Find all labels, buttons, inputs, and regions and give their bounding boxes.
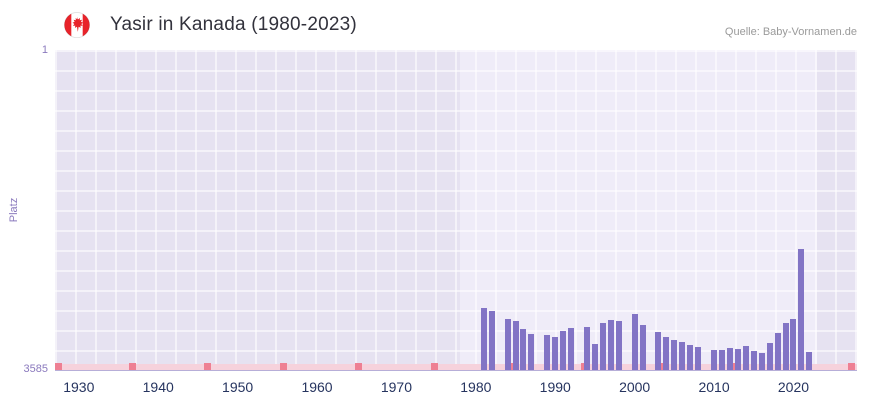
- no-data-marker: [128, 363, 136, 370]
- x-axis-label: 1970: [380, 379, 413, 395]
- bar-2001[interactable]: [639, 324, 646, 370]
- bar-1996[interactable]: [599, 323, 606, 370]
- bar-2021[interactable]: [798, 249, 805, 370]
- bar-1992[interactable]: [568, 328, 575, 370]
- bar-2005[interactable]: [671, 340, 678, 370]
- bar-2003[interactable]: [655, 332, 662, 370]
- bar-2013[interactable]: [734, 349, 741, 370]
- bar-2000[interactable]: [631, 314, 638, 370]
- bar-2022[interactable]: [806, 351, 813, 370]
- bar-2019[interactable]: [782, 323, 789, 370]
- bar-1982[interactable]: [488, 310, 495, 370]
- page-title: Yasir in Kanada (1980-2023): [110, 14, 357, 35]
- bar-2018[interactable]: [774, 332, 781, 370]
- bar-2006[interactable]: [679, 341, 686, 370]
- bar-2004[interactable]: [663, 336, 670, 370]
- y-axis-title: Platz: [8, 197, 20, 223]
- bar-2007[interactable]: [687, 344, 694, 370]
- x-axis-label: 2010: [698, 379, 730, 395]
- bar-2017[interactable]: [766, 342, 773, 370]
- y-axis-label-top: 1: [41, 44, 48, 56]
- bar-1994[interactable]: [584, 326, 591, 370]
- header: Yasir in Kanada (1980-2023): [64, 12, 357, 38]
- no-data-marker: [279, 363, 287, 370]
- no-data-marker: [848, 363, 856, 370]
- no-data-marker: [355, 363, 363, 370]
- bar-1998[interactable]: [615, 321, 622, 370]
- plot-area: [55, 50, 857, 370]
- bar-2014[interactable]: [742, 346, 749, 370]
- y-axis-label-bottom: 3585: [23, 363, 48, 375]
- bar-2008[interactable]: [695, 347, 702, 370]
- bar-1985[interactable]: [512, 321, 519, 370]
- bar-1990[interactable]: [552, 336, 559, 370]
- no-data-marker: [55, 363, 63, 370]
- x-axis-label: 1940: [142, 379, 174, 395]
- bar-1989[interactable]: [544, 334, 551, 370]
- x-axis-labels: 1930 1940 1950 1960 1970 1980 1990 2000 2010 2020: [55, 379, 857, 399]
- x-axis-label: 1950: [222, 379, 254, 395]
- bar-1981[interactable]: [480, 307, 487, 370]
- x-axis-line: [55, 370, 857, 371]
- bar-1984[interactable]: [504, 318, 511, 370]
- bar-2011[interactable]: [719, 349, 725, 370]
- bar-1987[interactable]: [528, 333, 535, 370]
- canada-flag-icon: [64, 12, 90, 38]
- x-axis-label: 1980: [460, 379, 492, 395]
- bar-1995[interactable]: [591, 343, 598, 370]
- bars-layer: [55, 50, 857, 370]
- bar-1997[interactable]: [607, 320, 614, 370]
- no-data-marker: [430, 363, 438, 370]
- bar-1986[interactable]: [520, 329, 527, 370]
- x-axis-label: 2020: [777, 379, 810, 395]
- bar-2015[interactable]: [750, 350, 757, 370]
- bar-2010[interactable]: [711, 349, 718, 370]
- no-data-marker: [204, 363, 212, 370]
- grid-overlay: [55, 50, 857, 370]
- bar-2020[interactable]: [790, 318, 797, 370]
- bar-2012[interactable]: [726, 348, 733, 370]
- x-axis-label: 1930: [63, 379, 95, 395]
- bar-1991[interactable]: [560, 331, 567, 370]
- x-axis-label: 1990: [539, 379, 571, 395]
- x-axis-label: 2000: [619, 379, 651, 395]
- bar-2016[interactable]: [758, 353, 765, 370]
- no-data-strip: [55, 364, 857, 370]
- x-axis-label: 1960: [301, 379, 333, 395]
- source-link[interactable]: Quelle: Baby-Vornamen.de: [724, 26, 857, 38]
